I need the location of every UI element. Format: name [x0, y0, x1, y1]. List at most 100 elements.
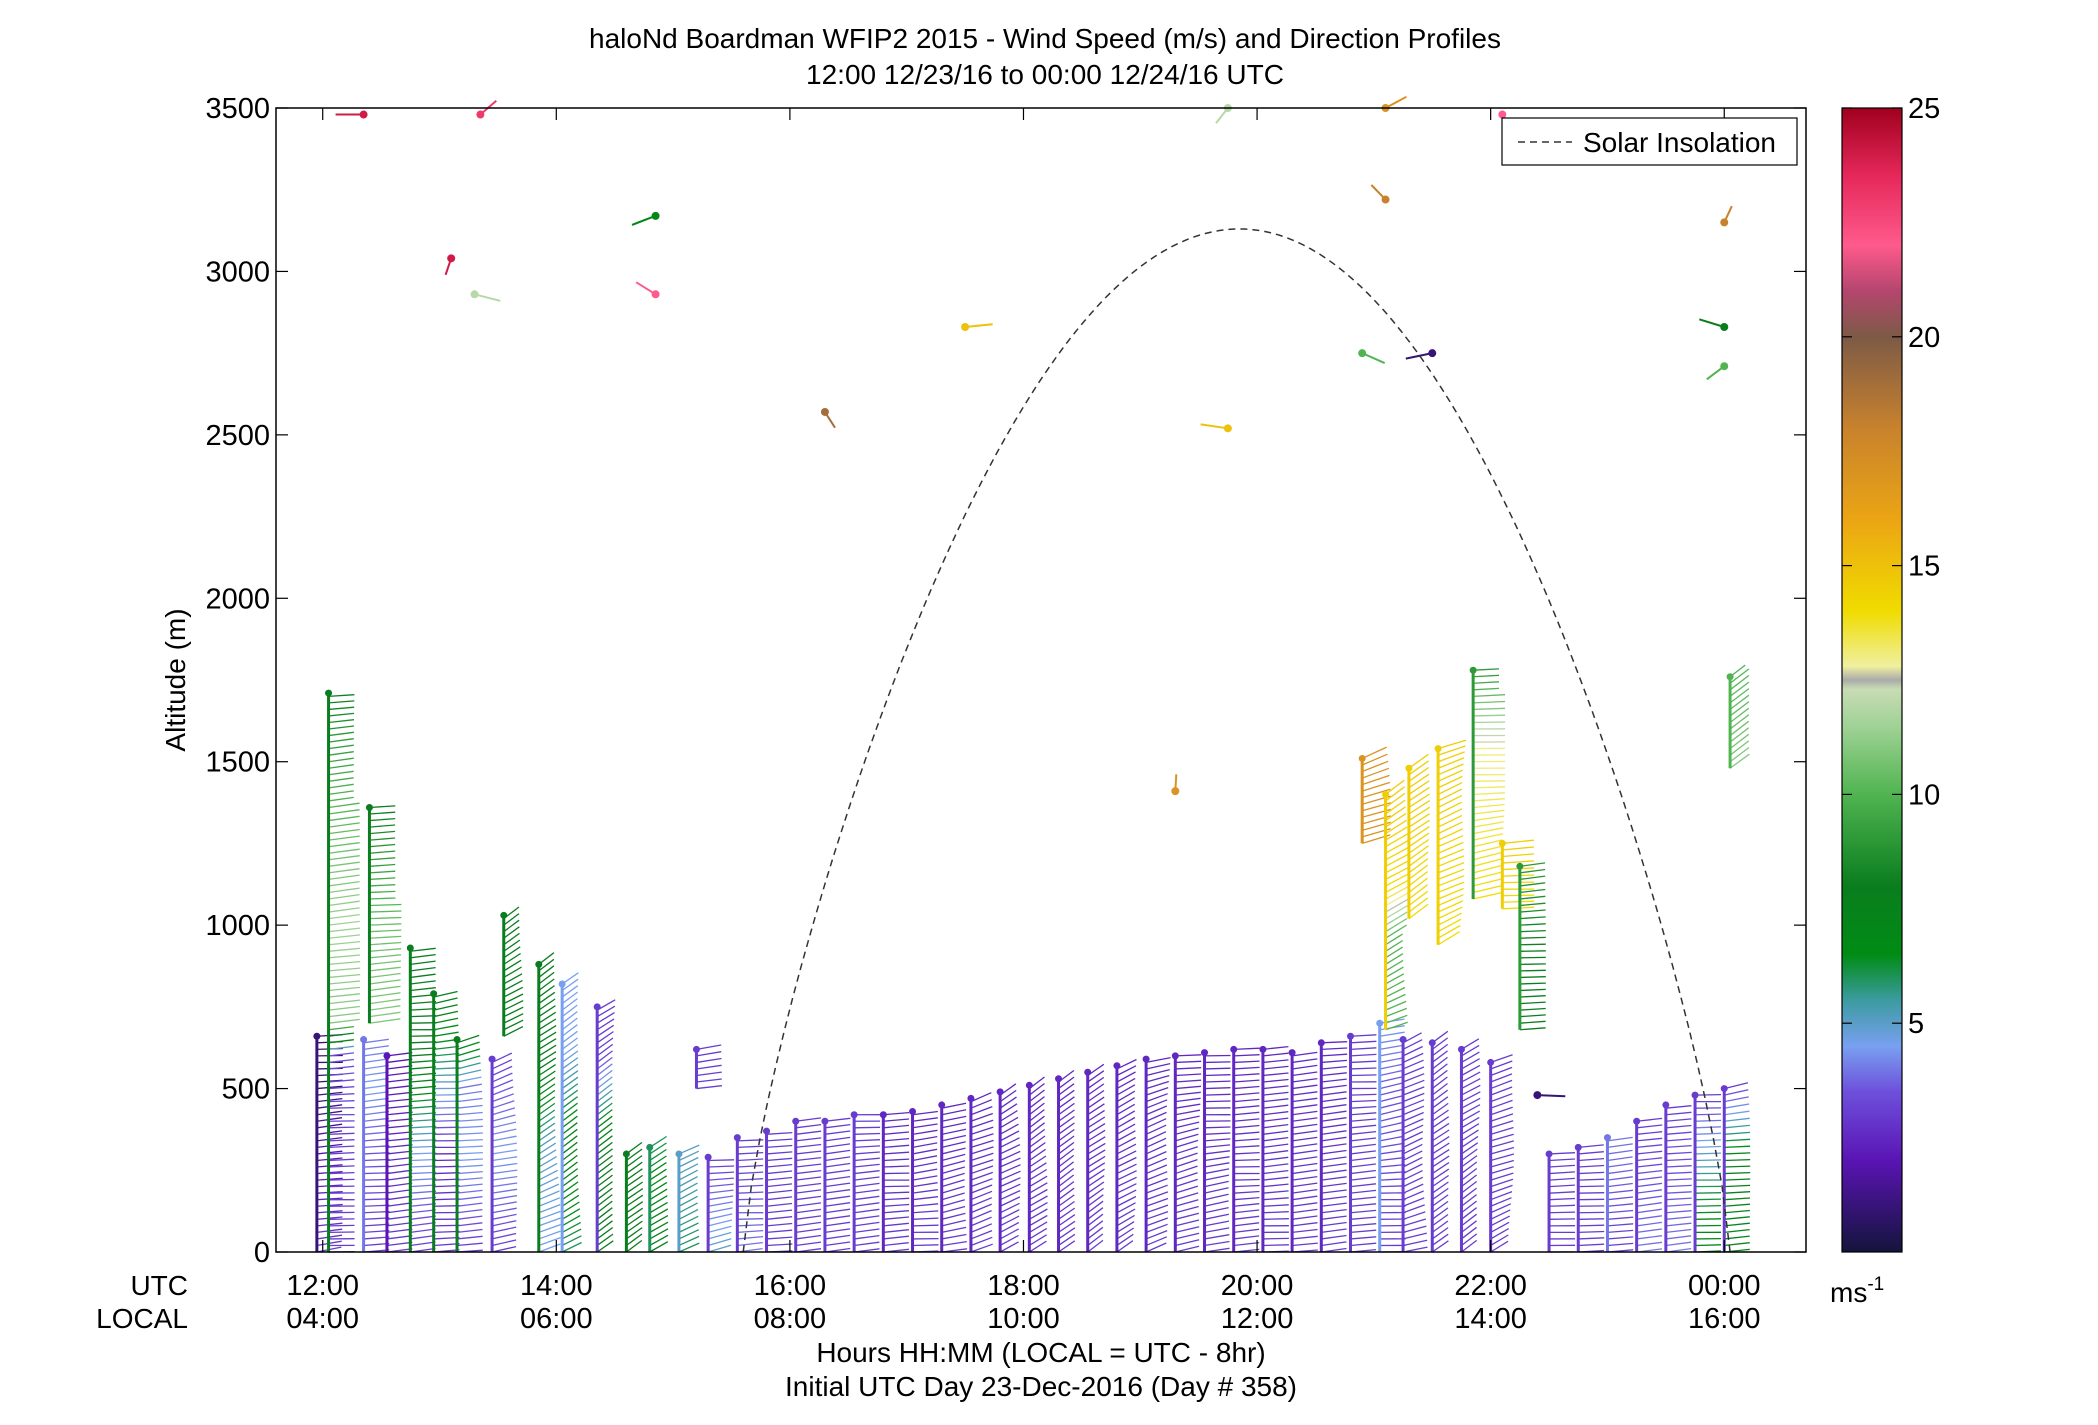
- wind-barb: [1437, 906, 1463, 920]
- wind-barb: [491, 1135, 517, 1142]
- wind-barb: [941, 1226, 967, 1234]
- wind-barb: [678, 1202, 699, 1214]
- wind-profile-column: [1259, 1045, 1289, 1253]
- wind-barb: [1402, 1059, 1424, 1070]
- wind-barbs: [313, 95, 1751, 1253]
- wind-profile-column: [1469, 666, 1506, 900]
- wind-barb: [1607, 1182, 1633, 1188]
- wind-barb: [795, 1195, 822, 1201]
- wind-barb: [328, 1151, 355, 1155]
- wind-barb: [941, 1109, 967, 1116]
- wind-barb: [678, 1209, 699, 1220]
- wind-barb: [678, 1235, 700, 1247]
- wind-barb: [1519, 888, 1546, 894]
- wind-barb: [912, 1189, 938, 1194]
- wind-barb: [1490, 1221, 1510, 1233]
- wind-barb: [1321, 1228, 1347, 1234]
- wind-barb: [596, 1167, 613, 1181]
- wind-profile-top-point: [1428, 1039, 1436, 1047]
- wind-barb: [328, 1045, 354, 1050]
- wind-barb: [1490, 1197, 1512, 1207]
- wind-barb: [1461, 1187, 1477, 1201]
- wind-barb: [1116, 1163, 1137, 1175]
- wind-barb: [1472, 891, 1503, 900]
- wind-barb: [626, 1181, 644, 1194]
- wind-barb: [1437, 795, 1462, 809]
- wind-barb: [1058, 1109, 1075, 1122]
- wind-barb: [1490, 1060, 1513, 1070]
- wind-profile-column: [1498, 839, 1535, 910]
- wind-barb: [1379, 1044, 1405, 1050]
- wind-barb: [1262, 1052, 1289, 1057]
- wind-barb: [1431, 1129, 1450, 1142]
- wind-barb: [1473, 668, 1500, 671]
- wind-barb: [456, 1222, 483, 1227]
- wind-barb: [1408, 826, 1430, 841]
- wind-barb: [1724, 1158, 1751, 1162]
- wind-barb: [561, 985, 579, 998]
- y-axis-label: Altitude (m): [160, 608, 191, 751]
- wind-barb: [1473, 827, 1504, 835]
- wind-profile-top-point: [1113, 1062, 1121, 1070]
- wind-barb: [1116, 1058, 1137, 1070]
- wind-barb: [1350, 1124, 1377, 1129]
- wind-barb: [795, 1182, 822, 1188]
- wind-profile-column: [909, 1107, 939, 1253]
- wind-barb: [1292, 1143, 1318, 1149]
- wind-barb: [561, 978, 579, 992]
- wind-barb: [1292, 1202, 1318, 1207]
- y-tick-label: 1000: [205, 910, 270, 942]
- wind-barb: [941, 1141, 966, 1149]
- wind-barb: [626, 1161, 643, 1175]
- wind-barb: [766, 1157, 793, 1162]
- wind-barb: [1695, 1145, 1722, 1149]
- wind-profile-top-point: [1469, 666, 1477, 674]
- wind-barb: [538, 1203, 561, 1214]
- wind-barb: [1408, 793, 1430, 809]
- wind-barb: [1262, 1237, 1289, 1240]
- wind-barb: [1408, 806, 1431, 822]
- wind-barb: [1461, 1233, 1478, 1246]
- wind-barb: [854, 1189, 880, 1194]
- wind-barb: [649, 1221, 669, 1233]
- wind-barb: [1379, 1163, 1406, 1168]
- wind-barb: [1087, 1239, 1104, 1253]
- wind-barb: [1473, 780, 1506, 782]
- wind-barb: [1729, 674, 1750, 691]
- wind-barb: [1695, 1152, 1722, 1155]
- wind-barb: [328, 880, 360, 887]
- wind-barb: [1636, 1241, 1663, 1247]
- wind-barb: [1431, 1037, 1449, 1050]
- wind-barb: [538, 1243, 561, 1253]
- wind-barb: [456, 1076, 482, 1083]
- wind-profile-column: [1428, 1030, 1450, 1253]
- wind-barb: [970, 1190, 993, 1201]
- wind-barb: [410, 1158, 437, 1162]
- wind-barb: [1350, 1067, 1377, 1070]
- wind-barb: [1145, 1105, 1168, 1116]
- wind-barb: [1636, 1202, 1662, 1207]
- wind-barb: [328, 1158, 355, 1162]
- wind-barb: [538, 985, 555, 998]
- wind-barb: [1233, 1124, 1260, 1129]
- wind-barb: [883, 1216, 910, 1220]
- wind-barb: [1175, 1103, 1201, 1109]
- wind-barb: [1175, 1067, 1202, 1070]
- wind-profile-top-point: [1662, 1101, 1670, 1109]
- wind-barb: [1461, 1129, 1479, 1142]
- wind-barb: [1408, 903, 1429, 920]
- wind-barb: [328, 913, 360, 920]
- wind-barb: [1116, 1202, 1136, 1214]
- wind-barb: [538, 1156, 557, 1168]
- wind-barb: [854, 1241, 880, 1247]
- wind-barb: [1431, 1227, 1449, 1240]
- wind-barb: [369, 966, 401, 972]
- wind-barb: [1204, 1074, 1231, 1077]
- wind-barb: [1490, 1120, 1514, 1129]
- wind-barb: [970, 1112, 994, 1122]
- wind-barb: [1578, 1218, 1605, 1220]
- wind-barb: [1472, 851, 1503, 861]
- wind-barb: [1437, 801, 1462, 815]
- wind-barb: [678, 1156, 699, 1168]
